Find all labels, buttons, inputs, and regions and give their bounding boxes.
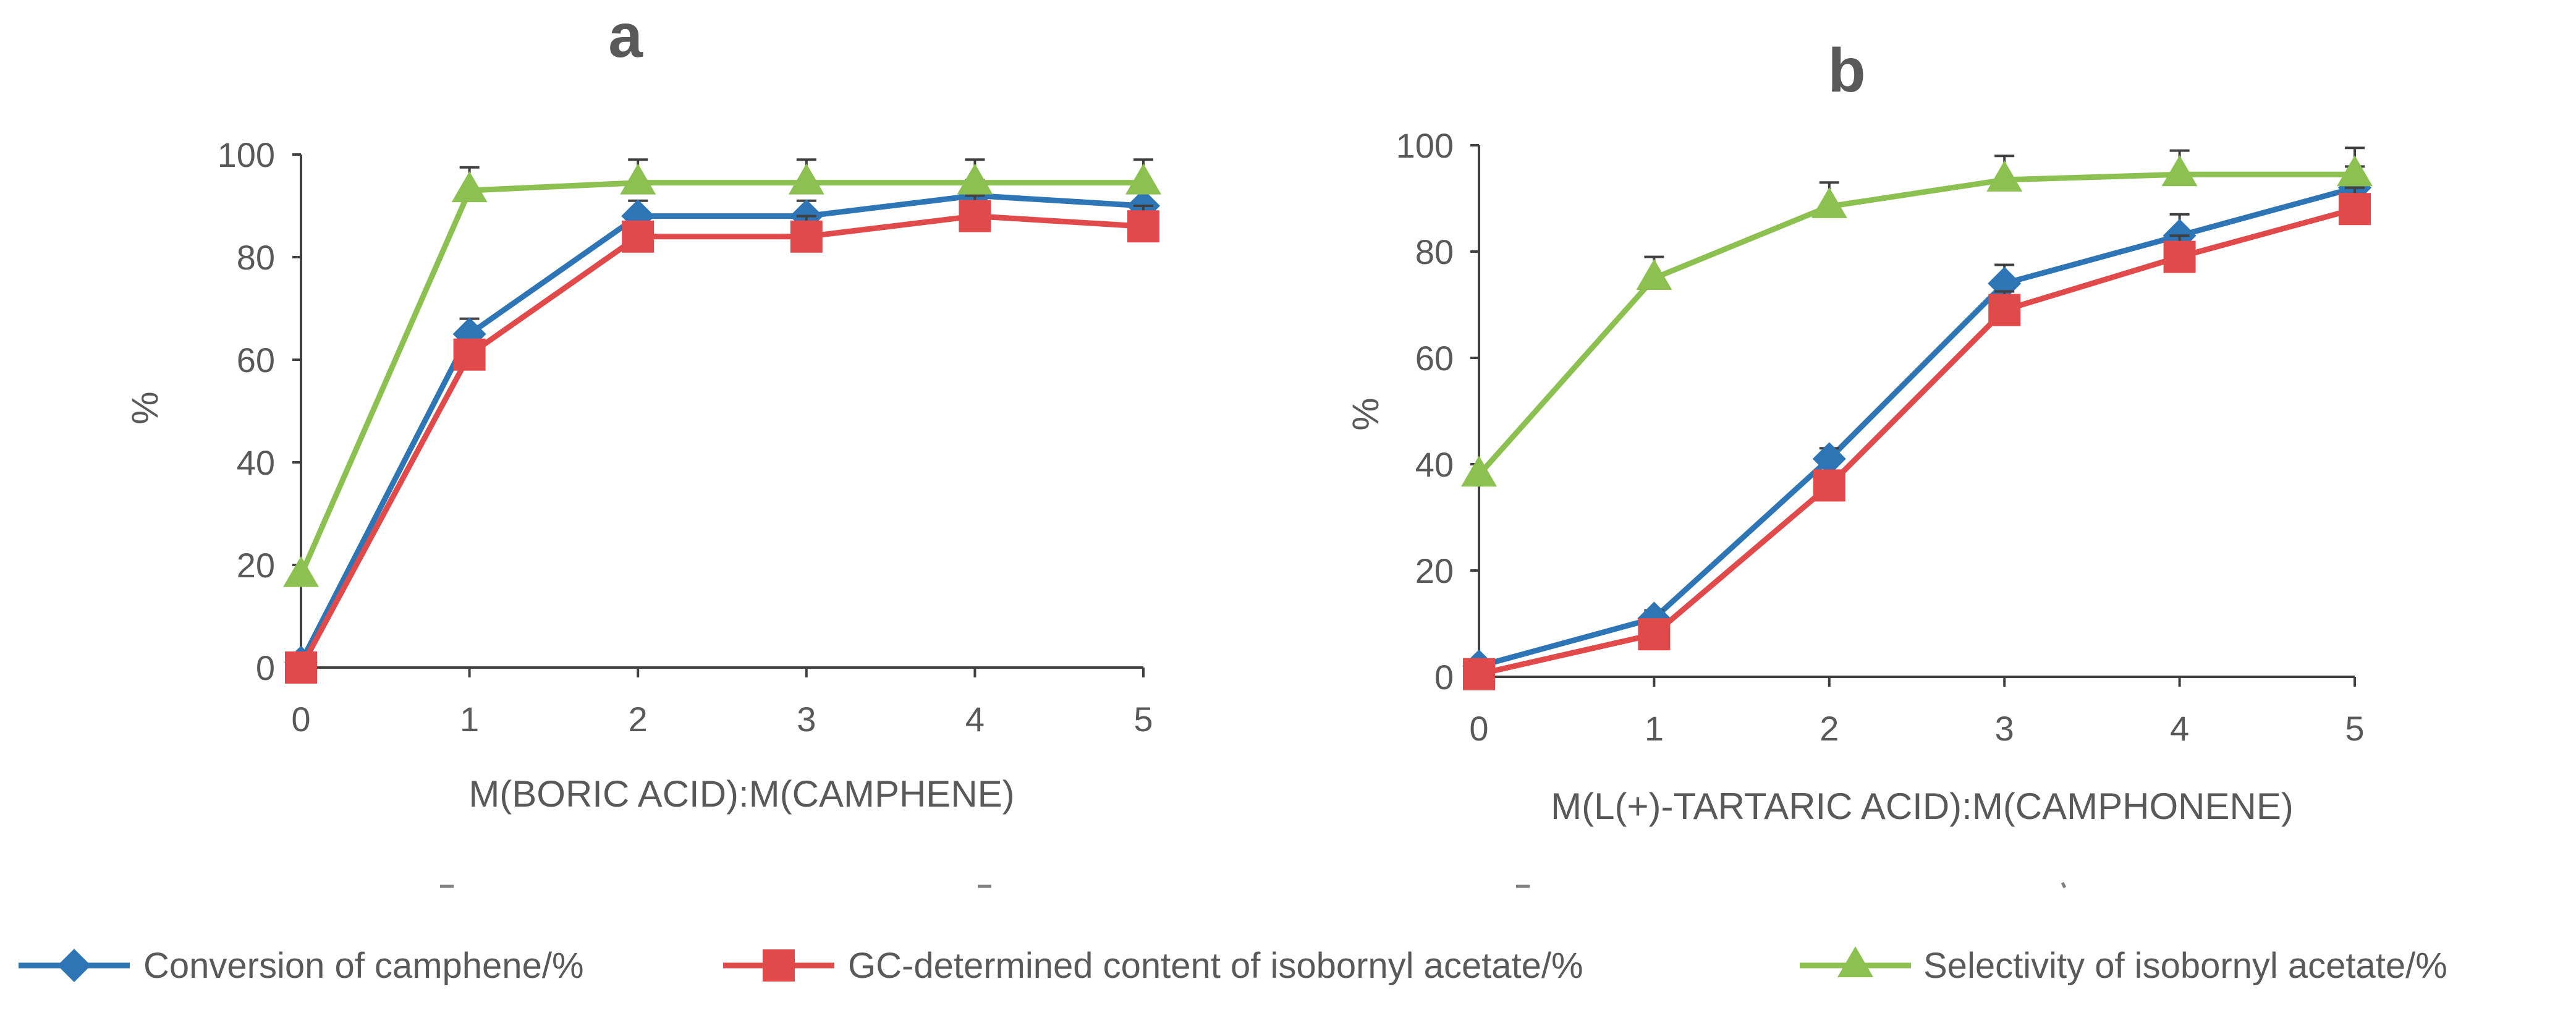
legend-triangle-icon [1837, 946, 1873, 977]
artifact-dash [2061, 881, 2067, 889]
x-tick-label: 3 [1995, 709, 2014, 748]
series-square [1463, 186, 2371, 690]
data-point-square [2339, 193, 2371, 226]
legend-label: GC-determined content of isobornyl aceta… [848, 946, 1583, 986]
x-tick-label: 5 [2345, 709, 2364, 748]
x-tick-label: 5 [1133, 700, 1153, 739]
y-tick-label: 0 [1434, 658, 1454, 697]
data-point-triangle [620, 163, 656, 195]
series-line [298, 180, 1143, 577]
data-point-triangle [1461, 456, 1497, 487]
x-axis-title: M(L(+)-TARTARIC ACID):M(CAMPHONENE) [1551, 786, 2294, 827]
panel-b-chart: b 0 20 40 60 80 100 0 1 2 3 4 5 M(L(+)-TARTARIC ACID)… [1345, 36, 2373, 827]
data-point-triangle [1125, 163, 1161, 195]
data-point-triangle [1811, 187, 1847, 218]
legend-item: GC-determined content of isobornyl aceta… [723, 946, 1583, 986]
x-tick-label: 4 [2170, 709, 2189, 748]
series-line [298, 192, 1144, 664]
y-tick-label: 20 [1415, 551, 1454, 590]
y-tick-label: 40 [237, 443, 275, 482]
legend: Conversion of camphene/% GC-determined co… [19, 946, 2447, 986]
data-point-square [285, 651, 317, 684]
x-tick-label: 4 [965, 700, 985, 739]
data-point-triangle [1986, 160, 2023, 192]
series-triangle [1461, 146, 2373, 487]
x-tick-label: 1 [460, 700, 479, 739]
legend-square-icon [763, 949, 795, 982]
data-point-diamond [1812, 442, 1846, 476]
y-tick-label: 100 [218, 135, 275, 174]
series-diamond [284, 179, 1160, 679]
data-point-square [959, 200, 991, 232]
y-tick-label: 0 [256, 648, 275, 687]
data-point-square [1988, 294, 2021, 326]
data-point-square [622, 220, 655, 253]
x-tick-label: 2 [1820, 709, 1839, 748]
y-tick-label: 20 [237, 546, 275, 585]
legend-item: Selectivity of isobornyl acetate/% [1800, 946, 2447, 986]
y-axis-title: % [1345, 397, 1386, 430]
data-point-square [1638, 618, 1671, 651]
legend-label: Conversion of camphene/% [143, 946, 584, 986]
data-point-square [1127, 210, 1159, 243]
y-tick-label: 40 [1415, 445, 1454, 484]
panel-title: b [1828, 36, 1865, 105]
artifact-dashes [440, 881, 2067, 889]
y-axis-title: % [124, 391, 166, 424]
data-point-square [790, 220, 823, 253]
data-point-triangle [283, 556, 319, 587]
y-tick-label: 60 [237, 341, 275, 380]
data-point-triangle [1636, 259, 1672, 290]
y-tick-label: 100 [1396, 126, 1454, 165]
legend-diamond-icon [57, 949, 91, 982]
series-square [285, 194, 1159, 684]
series-line [1477, 171, 2355, 477]
series-line [1478, 185, 2356, 669]
data-point-triangle [451, 171, 488, 203]
data-point-triangle [2337, 155, 2373, 187]
data-point-triangle [2161, 155, 2198, 187]
legend-item: Conversion of camphene/% [19, 946, 584, 986]
data-point-triangle [957, 163, 993, 195]
y-tick-label: 80 [1415, 232, 1454, 271]
data-point-square [1813, 469, 1845, 502]
data-point-square [2163, 240, 2196, 273]
y-tick-label: 80 [237, 238, 275, 277]
data-point-square [1463, 658, 1495, 690]
x-tick-label: 2 [629, 700, 648, 739]
series-line [299, 213, 1144, 669]
data-point-square [453, 338, 486, 371]
data-point-triangle [788, 163, 824, 195]
x-axis-title: M(BORIC ACID):M(CAMPHENE) [468, 773, 1014, 815]
x-tick-label: 0 [1469, 709, 1488, 748]
series-triangle [283, 158, 1161, 587]
series-line [1478, 206, 2356, 677]
panel-a-chart: a 0 20 40 60 80 100 0 1 2 3 4 5 M(BORIC ACID):M(CAMPH… [124, 1, 1161, 815]
x-tick-label: 3 [797, 700, 816, 739]
y-tick-label: 60 [1415, 339, 1454, 378]
panel-title: a [608, 1, 643, 70]
x-tick-label: 0 [291, 700, 310, 739]
x-tick-label: 1 [1645, 709, 1664, 748]
legend-label: Selectivity of isobornyl acetate/% [1923, 946, 2447, 986]
